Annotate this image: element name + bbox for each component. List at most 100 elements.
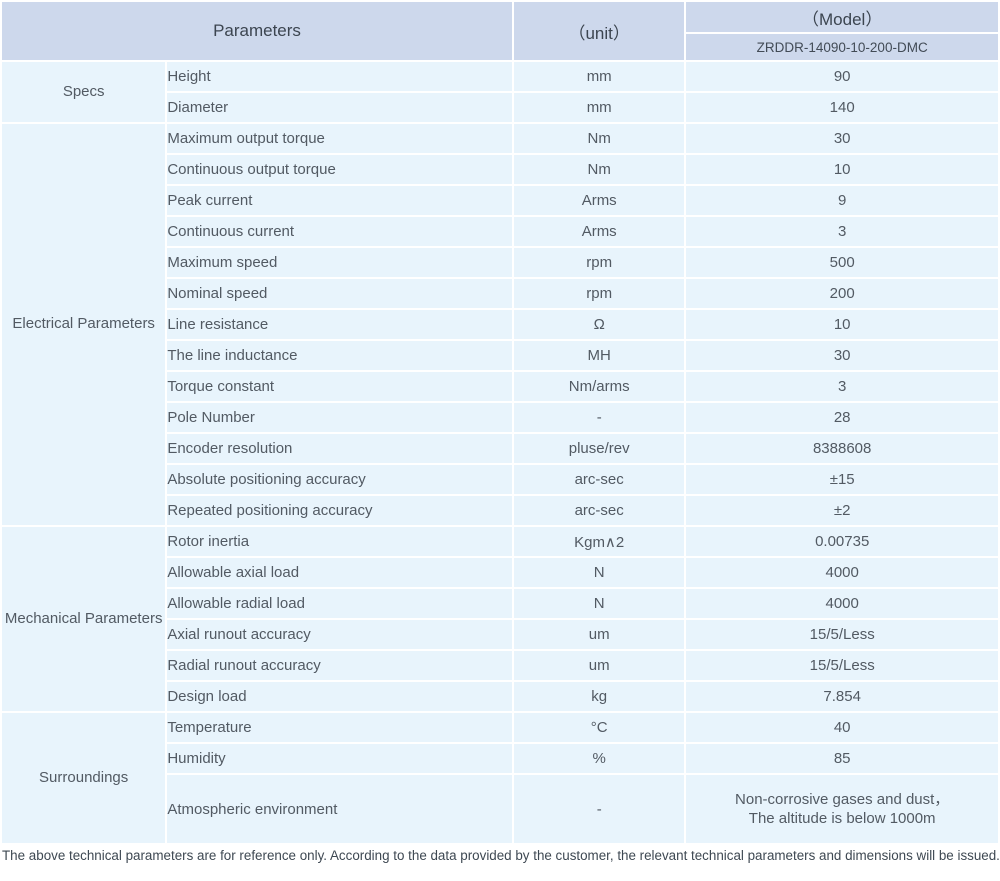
value-cell: 85 [686,744,998,773]
table-row: Absolute positioning accuracy arc-sec ±15 [2,465,998,494]
table-row: Repeated positioning accuracy arc-sec ±2 [2,496,998,525]
table-row: Design load kg 7.854 [2,682,998,711]
param-cell: Line resistance [167,310,513,339]
header-unit: （unit） [514,2,685,60]
param-cell: Axial runout accuracy [167,620,513,649]
table-header: Parameters （unit） （Model） ZRDDR-14090-10… [2,2,998,60]
group-cell: Specs [2,62,166,122]
table-body: Specs Height mm 90 Diameter mm 140 Electrical P… [2,62,998,843]
value-cell: 15/5/Less [686,651,998,680]
value-cell: 0.00735 [686,527,998,556]
param-cell: Repeated positioning accuracy [167,496,513,525]
value-cell: 140 [686,93,998,122]
param-cell: Continuous current [167,217,513,246]
unit-cell: arc-sec [514,496,685,525]
param-cell: Torque constant [167,372,513,401]
parameters-table: Parameters （unit） （Model） ZRDDR-14090-10… [2,2,998,843]
table-row: Maximum speed rpm 500 [2,248,998,277]
unit-cell: mm [514,93,685,122]
value-cell: 90 [686,62,998,91]
table-row: Continuous output torque Nm 10 [2,155,998,184]
unit-cell: N [514,558,685,587]
unit-cell: Nm/arms [514,372,685,401]
unit-cell: um [514,620,685,649]
value-cell: 4000 [686,589,998,618]
table-row: Electrical Parameters Maximum output torq… [2,124,998,525]
value-cell: 30 [686,341,998,370]
value-cell: 15/5/Less [686,620,998,649]
table-row: Mechanical Parameters Rotor inertia Kgm∧2 0… [2,527,998,711]
param-cell: Diameter [167,93,513,122]
param-cell: Height [167,62,513,91]
param-cell: Pole Number [167,403,513,432]
value-cell: 40 [686,713,998,742]
header-model: （Model） [686,2,998,32]
value-cell: 200 [686,279,998,308]
param-cell: Radial runout accuracy [167,651,513,680]
param-cell: Absolute positioning accuracy [167,465,513,494]
table-row: Specs Height mm 90 [2,62,998,122]
param-cell: Continuous output torque [167,155,513,184]
table-row: Radial runout accuracy um 15/5/Less [2,651,998,680]
unit-cell: um [514,651,685,680]
table-row: Torque constant Nm/arms 3 [2,372,998,401]
footnote-text: The above technical parameters are for r… [2,848,1000,863]
param-cell: Design load [167,682,513,711]
table-row: Humidity% 85 [2,744,998,773]
table-row: The line inductance MH 30 [2,341,998,370]
value-cell: 3 [686,217,998,246]
value-cell: 10 [686,155,998,184]
table-row: Peak current Arms 9 [2,186,998,215]
table-row: Allowable axial load N 4000 [2,558,998,587]
value-cell: 10 [686,310,998,339]
table-row: Line resistance Ω 10 [2,310,998,339]
value-cell: 3 [686,372,998,401]
unit-cell: Arms [514,217,685,246]
unit-cell: MH [514,341,685,370]
table-row: Axial runout accuracy um 15/5/Less [2,620,998,649]
table-row: Nominal speed rpm 200 [2,279,998,308]
unit-cell: kg [514,682,685,711]
param-cell: Nominal speed [167,279,513,308]
value-cell: 7.854 [686,682,998,711]
unit-cell: - [514,403,685,432]
header-row-2: ZRDDR-14090-10-200-DMC [2,34,998,60]
group-cell: Surroundings [2,713,166,843]
unit-cell: Nm [514,124,685,153]
param-cell: Rotor inertia [167,527,513,556]
table-row: Atmospheric environment - Non-corrosive ga… [2,775,998,843]
param-cell: Temperature [167,713,513,742]
unit-cell: arc-sec [514,465,685,494]
value-cell: 9 [686,186,998,215]
header-parameters: Parameters [2,2,513,60]
table-row: Continuous current Arms 3 [2,217,998,246]
value-cell: 500 [686,248,998,277]
unit-cell: mm [514,62,685,91]
param-cell: Encoder resolution [167,434,513,463]
unit-cell: rpm [514,248,685,277]
table-row: Surroundings Temperature °C 40 [2,713,998,843]
param-cell: Allowable axial load [167,558,513,587]
param-cell: Humidity [167,744,513,773]
group-cell: Mechanical Parameters [2,527,166,711]
value-cell: 8388608 [686,434,998,463]
table-row: Allowable radial load N 4000 [2,589,998,618]
value-cell: 28 [686,403,998,432]
param-cell: Allowable radial load [167,589,513,618]
value-cell: 30 [686,124,998,153]
unit-cell: Kgm∧2 [514,527,685,556]
param-cell: The line inductance [167,341,513,370]
value-cell: Non-corrosive gases and dust， The altitud… [686,775,998,843]
value-cell: ±2 [686,496,998,525]
unit-cell: Nm [514,155,685,184]
param-cell: Maximum speed [167,248,513,277]
header-model-code: ZRDDR-14090-10-200-DMC [686,34,998,60]
unit-cell: % [514,744,685,773]
table-row: Encoder resolution pluse/rev 8388608 [2,434,998,463]
param-cell: Peak current [167,186,513,215]
unit-cell: pluse/rev [514,434,685,463]
unit-cell: - [514,775,685,843]
param-cell: Maximum output torque [167,124,513,153]
unit-cell: Ω [514,310,685,339]
value-cell: 4000 [686,558,998,587]
